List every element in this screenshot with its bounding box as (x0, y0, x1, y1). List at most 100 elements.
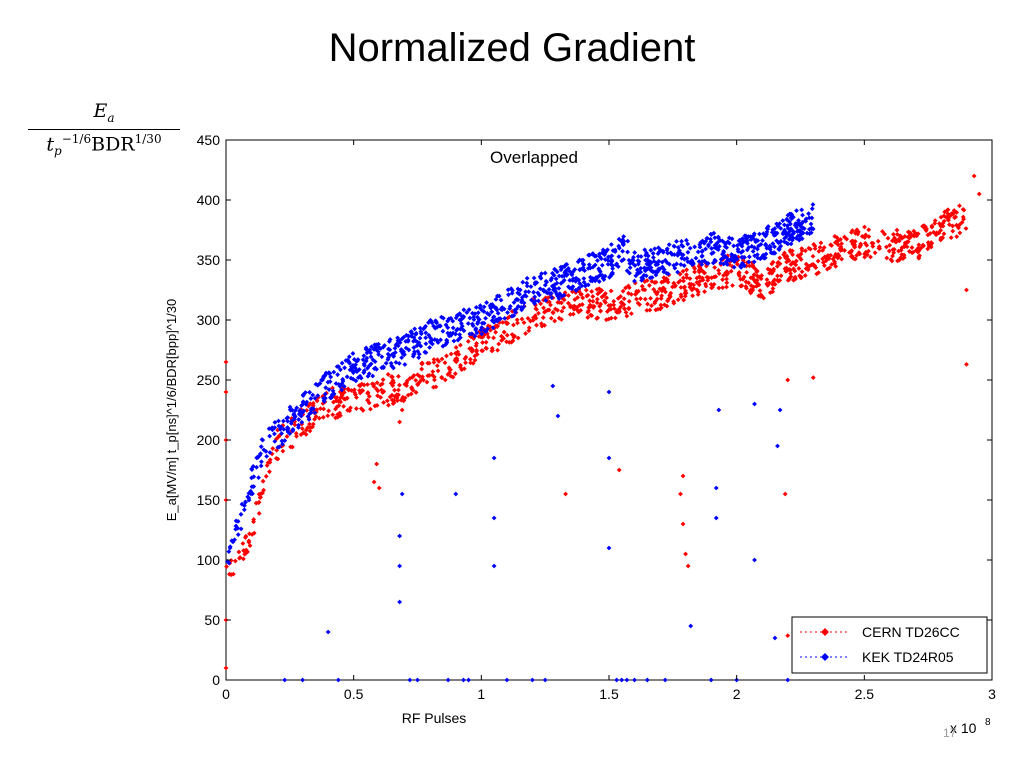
data-point (681, 278, 686, 284)
data-point (798, 257, 804, 262)
data-point (724, 245, 730, 251)
data-point-outlier (678, 491, 683, 497)
data-point (901, 255, 907, 260)
data-point (310, 424, 315, 430)
data-point (450, 325, 456, 331)
data-point (331, 391, 337, 397)
data-point (710, 250, 716, 255)
data-point (694, 279, 700, 285)
data-point (671, 243, 677, 249)
data-point (411, 373, 417, 378)
data-point (380, 377, 386, 383)
data-point (348, 375, 354, 381)
data-point (664, 270, 670, 276)
data-point (862, 235, 868, 240)
data-point (519, 307, 525, 313)
data-point (258, 463, 264, 469)
data-point (790, 260, 795, 265)
data-point (784, 217, 790, 222)
data-point (643, 273, 649, 279)
data-point (644, 266, 650, 271)
data-point (307, 428, 313, 434)
data-point (687, 281, 692, 287)
data-point (636, 261, 641, 267)
data-point (384, 398, 390, 404)
data-point-outlier (466, 677, 471, 683)
data-point-outlier (282, 677, 288, 683)
data-point (290, 444, 295, 450)
data-point (536, 292, 542, 298)
data-point (572, 297, 578, 303)
data-point (796, 228, 802, 233)
y-tick-label: 200 (197, 432, 221, 448)
data-point (639, 283, 645, 289)
data-point (690, 293, 696, 299)
slide-title: Normalized Gradient (328, 26, 696, 70)
data-point (551, 287, 556, 293)
data-point (563, 268, 569, 273)
data-point (659, 259, 665, 265)
data-point (864, 252, 870, 258)
data-point (580, 295, 586, 301)
data-point (336, 364, 341, 370)
data-point (781, 252, 787, 258)
data-point (446, 316, 452, 322)
data-point (792, 274, 798, 280)
data-point (484, 331, 490, 337)
data-point (675, 245, 681, 250)
data-point (541, 287, 546, 293)
data-point (495, 347, 500, 353)
data-point (590, 298, 596, 304)
data-point (353, 358, 359, 364)
data-point-outlier (614, 677, 620, 683)
x-tick-label: 2.5 (855, 686, 875, 702)
data-point (484, 300, 490, 305)
data-point (754, 269, 760, 275)
data-point (724, 280, 730, 286)
data-point (821, 245, 827, 250)
data-point (412, 326, 418, 332)
data-point (425, 360, 431, 366)
data-point (938, 214, 944, 220)
data-point (325, 379, 331, 385)
data-point (702, 289, 707, 295)
data-point (730, 283, 735, 288)
data-point (833, 251, 839, 257)
data-point (866, 248, 871, 254)
data-point (806, 215, 812, 221)
data-point-outlier (810, 375, 816, 380)
data-point (556, 285, 562, 291)
data-point (316, 415, 322, 421)
data-point (410, 374, 415, 380)
data-point (263, 473, 269, 479)
data-point (250, 463, 256, 469)
data-point (782, 227, 787, 233)
data-point-outlier (708, 677, 714, 683)
data-point (565, 300, 571, 306)
data-point (554, 292, 560, 297)
data-point (277, 426, 283, 432)
data-point-outlier (397, 419, 403, 425)
data-point (391, 365, 396, 371)
legend-label-kek: KEK TD24R05 (862, 649, 954, 665)
data-point (236, 549, 242, 555)
data-point (484, 346, 489, 351)
data-point-outlier (491, 455, 497, 461)
data-point (692, 244, 698, 250)
data-point (711, 281, 717, 287)
legend-marker-kek (821, 653, 829, 661)
data-point (525, 315, 531, 321)
data-point (571, 306, 577, 312)
data-point (345, 407, 351, 413)
data-point (849, 253, 855, 259)
data-point (306, 417, 312, 422)
data-point (579, 291, 584, 297)
data-point (785, 277, 791, 283)
data-point (416, 355, 422, 360)
data-point (514, 317, 520, 323)
data-point-outlier (971, 173, 977, 179)
data-point (552, 266, 557, 272)
data-point (627, 270, 632, 276)
data-point (378, 346, 384, 351)
data-point (699, 253, 705, 259)
